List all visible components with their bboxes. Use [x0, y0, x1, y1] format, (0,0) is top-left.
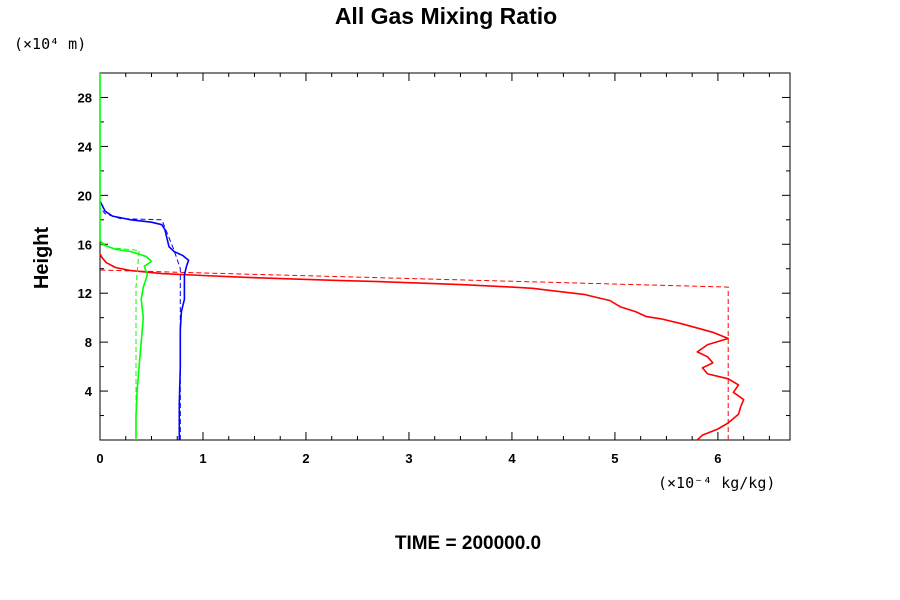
x-tick-label: 3: [405, 451, 412, 466]
y-unit-label: (×10⁴ m): [14, 35, 86, 53]
y-tick-label: 24: [78, 139, 93, 154]
y-axis-label: Height: [31, 227, 53, 290]
series-line-5: [99, 73, 153, 440]
y-tick-label: 12: [78, 286, 92, 301]
y-tick-label: 4: [85, 384, 93, 399]
x-tick-label: 2: [302, 451, 309, 466]
y-tick-label: 16: [78, 237, 92, 252]
series-line-4: [99, 207, 181, 440]
x-tick-label: 0: [96, 451, 103, 466]
plot-frame: [99, 72, 791, 441]
x-tick-label: 6: [714, 451, 721, 466]
series-line-3: [99, 201, 190, 440]
x-tick-label: 4: [508, 451, 516, 466]
y-tick-label: 20: [78, 188, 92, 203]
x-tick-label: 1: [199, 451, 206, 466]
x-tick-label: 5: [611, 451, 618, 466]
series-line-2: [99, 269, 729, 440]
y-tick-label: 8: [85, 335, 92, 350]
chart-title: All Gas Mixing Ratio: [335, 3, 557, 29]
x-unit-label: (×10⁻⁴ kg/kg): [658, 474, 775, 492]
series-line-1: [99, 253, 745, 441]
series-line-6: [99, 243, 140, 440]
time-footer: TIME = 200000.0: [395, 533, 541, 554]
y-tick-label: 28: [78, 90, 92, 105]
